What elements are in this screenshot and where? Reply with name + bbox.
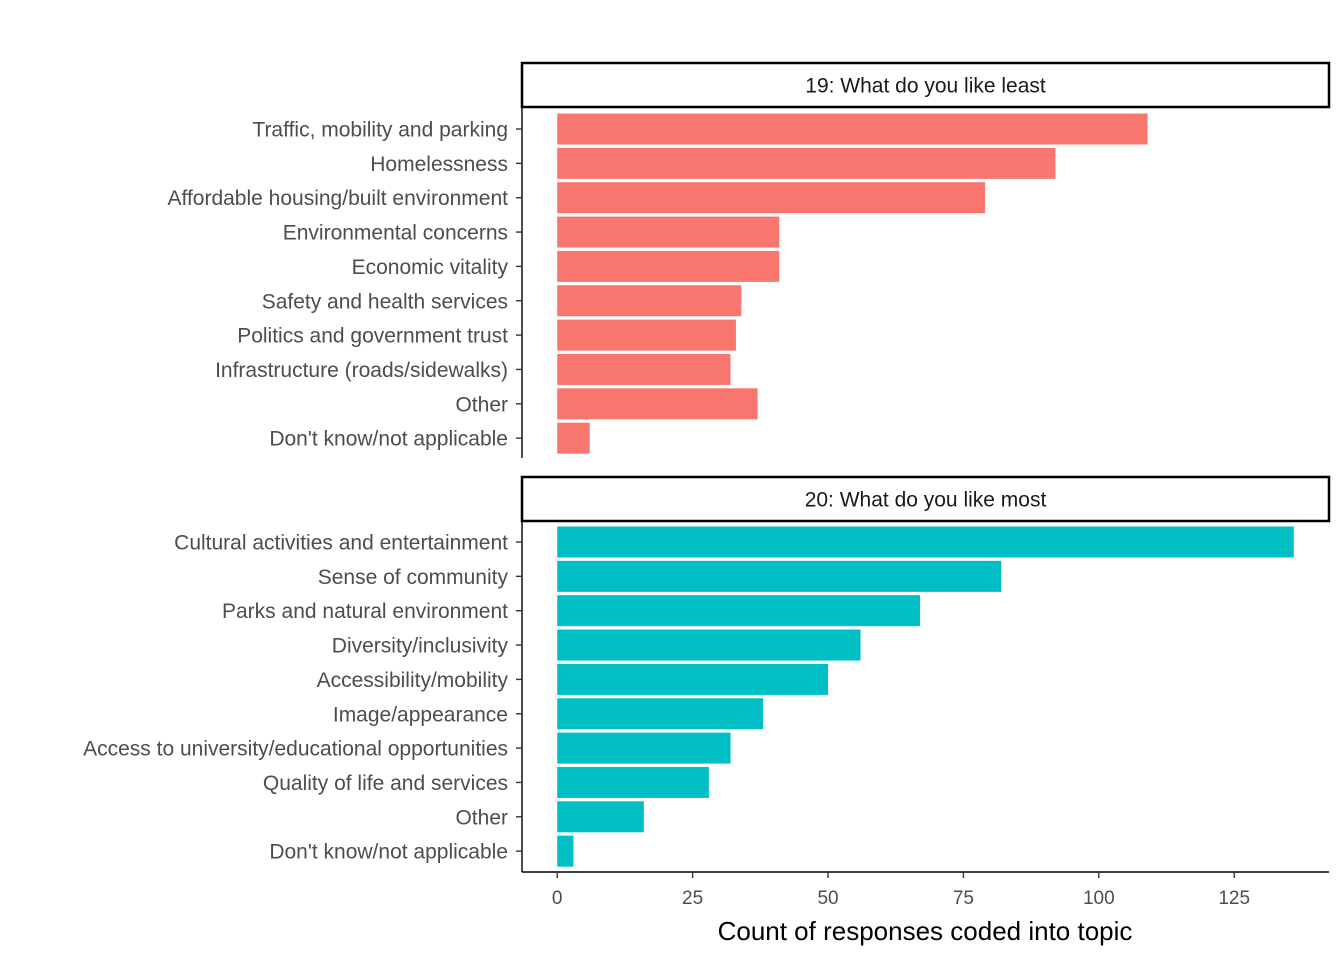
category-label: Politics and government trust xyxy=(237,325,508,348)
facet-panel-1: 19: What do you like least Traffic, mobil… xyxy=(167,61,1331,458)
category-label: Parks and natural environment xyxy=(222,600,508,623)
facet-strip-title: 20: What do you like most xyxy=(805,489,1047,512)
bar xyxy=(557,732,731,764)
bar xyxy=(557,526,1294,558)
x-axis-title: Count of responses coded into topic xyxy=(718,916,1133,946)
bar xyxy=(557,182,986,214)
category-label: Traffic, mobility and parking xyxy=(252,119,508,142)
bar xyxy=(557,285,742,317)
category-label: Economic vitality xyxy=(352,256,509,279)
category-label: Infrastructure (roads/sidewalks) xyxy=(215,359,508,382)
bar xyxy=(557,353,731,385)
facet-strip-title: 19: What do you like least xyxy=(805,75,1046,98)
bar xyxy=(557,560,1002,592)
bar xyxy=(557,663,829,695)
category-label: Don't know/not applicable xyxy=(269,428,508,451)
x-tick-label: 125 xyxy=(1218,888,1250,909)
bar xyxy=(557,147,1056,179)
category-label: Homelessness xyxy=(370,153,508,176)
category-label: Cultural activities and entertainment xyxy=(174,532,508,555)
facet-strip xyxy=(520,475,1331,523)
category-label: Quality of life and services xyxy=(263,772,508,795)
category-label: Access to university/educational opportu… xyxy=(83,738,508,761)
category-label: Sense of community xyxy=(318,566,509,589)
facet-strip xyxy=(520,61,1331,109)
bar xyxy=(557,422,590,454)
x-tick-label: 0 xyxy=(552,888,563,909)
category-label: Affordable housing/built environment xyxy=(167,187,508,210)
bar xyxy=(557,766,709,798)
bar xyxy=(557,698,764,730)
bar xyxy=(557,388,758,420)
category-label: Diversity/inclusivity xyxy=(332,635,509,658)
bar xyxy=(557,595,921,627)
category-label: Image/appearance xyxy=(333,703,508,726)
bar xyxy=(557,113,1148,145)
bar xyxy=(557,250,780,282)
x-tick-label: 50 xyxy=(817,888,838,909)
category-label: Other xyxy=(455,806,508,829)
category-label: Other xyxy=(455,393,508,416)
facet-panel-2: 20: What do you like most Cultural activi… xyxy=(83,475,1331,872)
category-label: Accessibility/mobility xyxy=(317,669,509,692)
x-tick-label: 75 xyxy=(953,888,974,909)
bar xyxy=(557,835,574,867)
x-axis: 0 25 50 75 100 125 xyxy=(522,871,1329,909)
bar xyxy=(557,801,644,833)
category-label: Don't know/not applicable xyxy=(269,841,508,864)
category-label: Environmental concerns xyxy=(283,222,508,245)
x-tick-label: 100 xyxy=(1083,888,1115,909)
bar xyxy=(557,216,780,248)
x-tick-label: 25 xyxy=(682,888,703,909)
chart-panels: 19: What do you like least Traffic, mobil… xyxy=(83,61,1331,872)
category-label: Safety and health services xyxy=(262,290,508,313)
bar xyxy=(557,319,736,351)
bar xyxy=(557,629,861,661)
